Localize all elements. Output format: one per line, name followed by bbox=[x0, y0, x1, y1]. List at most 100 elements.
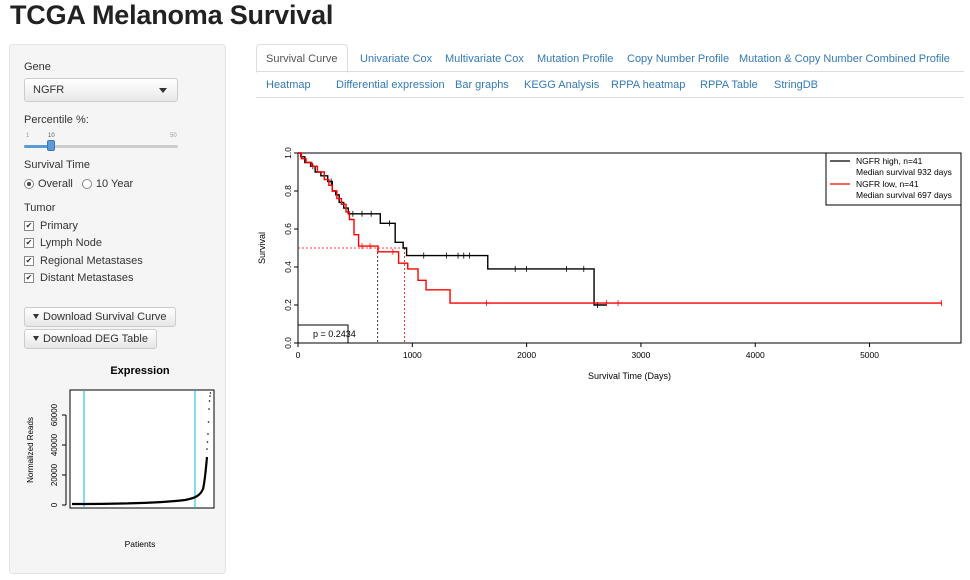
tab-multivariate-cox[interactable]: Multivariate Cox bbox=[445, 53, 524, 65]
data-point bbox=[207, 421, 210, 423]
y-tick-label: 0.8 bbox=[283, 185, 293, 197]
y-axis-ticks bbox=[62, 414, 66, 506]
y-tick-label: 0.0 bbox=[283, 337, 293, 349]
expression-plot: Expression 0 20000 40000 60000 Normalize… bbox=[26, 365, 215, 549]
chevron-down-icon bbox=[159, 88, 167, 93]
x-axis-label: Survival Time (Days) bbox=[588, 371, 671, 381]
checkbox-distant-metastases[interactable]: ✔ Distant Metastases bbox=[24, 272, 134, 284]
slider-value-label: 10 bbox=[48, 133, 55, 139]
radio-overall[interactable]: Overall bbox=[24, 178, 73, 190]
checkbox-lymph-node[interactable]: ✔ Lymph Node bbox=[24, 237, 102, 249]
y-tick-label: 20000 bbox=[50, 463, 59, 486]
tab-differential-expression[interactable]: Differential expression bbox=[336, 79, 445, 91]
checkbox-regional-metastases[interactable]: ✔ Regional Metastases bbox=[24, 255, 143, 267]
percentile-label: Percentile %: bbox=[24, 114, 89, 126]
tab-divider bbox=[256, 97, 964, 98]
expression-curve bbox=[71, 456, 209, 506]
slider-min-label: 1 bbox=[26, 133, 30, 139]
data-point bbox=[206, 441, 209, 443]
checkbox-checked-icon[interactable]: ✔ bbox=[24, 221, 34, 232]
tab-rppa-heatmap[interactable]: RPPA heatmap bbox=[611, 79, 686, 91]
x-tick-label: 4000 bbox=[746, 350, 765, 360]
checkbox-checked-icon[interactable]: ✔ bbox=[24, 238, 34, 249]
x-tick-label: 2000 bbox=[517, 350, 536, 360]
download-icon bbox=[33, 336, 39, 341]
page-title: TCGA Melanoma Survival bbox=[10, 0, 334, 30]
tab-divider bbox=[256, 71, 964, 72]
p-value-box: p = 0.2434 bbox=[297, 324, 356, 344]
tab-univariate-cox[interactable]: Univariate Cox bbox=[360, 53, 433, 65]
slider-fill bbox=[24, 145, 53, 148]
x-tick-label: 1000 bbox=[403, 350, 422, 360]
checkbox-checked-icon[interactable]: ✔ bbox=[24, 273, 34, 284]
expression-x-axis-label: Patients bbox=[125, 539, 156, 549]
legend-entry: NGFR high, n=41 bbox=[856, 156, 923, 166]
gene-select[interactable]: NGFR bbox=[24, 78, 178, 102]
radio-10-year[interactable]: 10 Year bbox=[81, 178, 133, 190]
sidebar-panel: Gene NGFR Percentile %: 1 10 50 Survival… bbox=[9, 44, 226, 574]
tab-mutation-copy-number-combined-profile[interactable]: Mutation & Copy Number Combined Profile bbox=[739, 53, 950, 65]
x-tick-label: 5000 bbox=[860, 350, 879, 360]
radio-icon[interactable] bbox=[24, 179, 34, 190]
data-point bbox=[208, 400, 211, 402]
data-point bbox=[209, 392, 212, 394]
legend: NGFR high, n=41 Median survival 932 days… bbox=[825, 152, 962, 206]
download-icon bbox=[33, 314, 39, 319]
data-point bbox=[206, 448, 208, 450]
tab-rppa-table[interactable]: RPPA Table bbox=[700, 79, 758, 91]
p-value-box-frame bbox=[297, 324, 349, 344]
p-value-text: p = 0.2434 bbox=[313, 329, 356, 339]
tab-stringdb[interactable]: StringDB bbox=[774, 79, 819, 91]
y-tick-label: 0 bbox=[50, 502, 59, 507]
checkbox-label: Lymph Node bbox=[40, 237, 102, 249]
checkbox-checked-icon[interactable]: ✔ bbox=[24, 256, 34, 267]
expression-plot-frame bbox=[69, 389, 215, 509]
slider-handle[interactable] bbox=[47, 140, 56, 151]
expression-plot-title: Expression bbox=[110, 365, 170, 377]
gene-label: Gene bbox=[24, 61, 51, 73]
data-point bbox=[207, 433, 209, 435]
checkbox-label: Primary bbox=[40, 220, 78, 232]
tumor-label: Tumor bbox=[24, 202, 56, 214]
x-tick-label: 0 bbox=[296, 350, 301, 360]
checkbox-label: Distant Metastases bbox=[40, 272, 134, 284]
button-label: Download Survival Curve bbox=[43, 311, 167, 323]
y-tick-label: 60000 bbox=[50, 403, 59, 426]
y-tick-label: 0.2 bbox=[283, 299, 293, 311]
checkbox-label: Regional Metastases bbox=[40, 255, 143, 267]
download-deg-table-button[interactable]: Download DEG Table bbox=[24, 329, 157, 349]
y-axis-label: Survival bbox=[257, 232, 267, 264]
slider-max-label: 50 bbox=[170, 133, 177, 139]
y-tick-label: 1.0 bbox=[283, 147, 293, 159]
expression-outlier-points bbox=[206, 392, 212, 450]
series-low-line bbox=[298, 152, 942, 304]
legend-entry: Median survival 697 days bbox=[856, 190, 952, 200]
survival-series bbox=[298, 152, 942, 308]
download-survival-curve-button[interactable]: Download Survival Curve bbox=[24, 307, 176, 327]
tab-mutation-profile[interactable]: Mutation Profile bbox=[537, 53, 614, 65]
radio-icon[interactable] bbox=[81, 179, 92, 190]
tab-copy-number-profile[interactable]: Copy Number Profile bbox=[627, 53, 730, 65]
data-point bbox=[208, 408, 210, 410]
tab-kegg-analysis[interactable]: KEGG Analysis bbox=[524, 79, 600, 91]
tab-bar-graphs[interactable]: Bar graphs bbox=[455, 79, 509, 91]
data-point bbox=[209, 395, 211, 397]
percentile-slider[interactable] bbox=[24, 140, 178, 151]
y-tick-label: 40000 bbox=[50, 433, 59, 456]
gene-select-value: NGFR bbox=[33, 84, 65, 96]
legend-entry: Median survival 932 days bbox=[856, 167, 952, 177]
axes: 0 1000 2000 3000 4000 5000 0.0 0.2 0.4 0.6 0.8 1.0 bbox=[283, 147, 879, 360]
tab-heatmap[interactable]: Heatmap bbox=[266, 79, 311, 91]
median-lines bbox=[298, 247, 405, 343]
tab-survival-curve[interactable]: Survival Curve bbox=[256, 44, 348, 73]
y-tick-label: 0.4 bbox=[283, 261, 293, 273]
legend-frame bbox=[825, 152, 962, 206]
button-label: Download DEG Table bbox=[43, 333, 148, 345]
survival-curve-plot: 0 1000 2000 3000 4000 50000.00.20.40.60.81.0 … bbox=[257, 147, 962, 381]
checkbox-primary[interactable]: ✔ Primary bbox=[24, 220, 78, 232]
y-tick-label: 0.6 bbox=[283, 223, 293, 235]
survival-time-label: Survival Time bbox=[24, 159, 91, 171]
legend-entry: NGFR low, n=41 bbox=[856, 179, 919, 189]
x-tick-label: 3000 bbox=[631, 350, 650, 360]
expression-y-axis-label: Normalized Reads bbox=[26, 417, 35, 483]
